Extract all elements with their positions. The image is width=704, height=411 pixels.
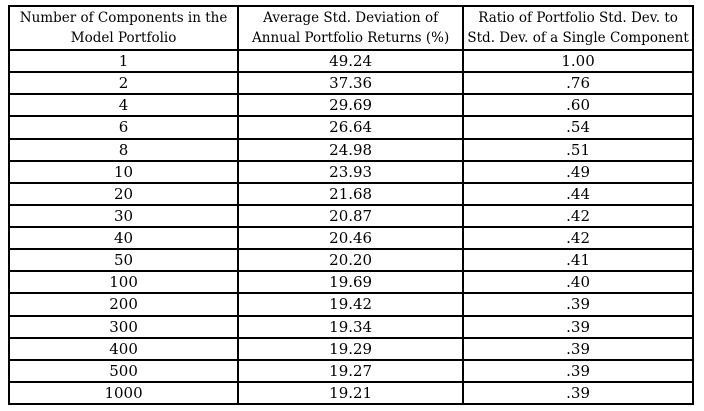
table-cell: 400 (7, 336, 240, 361)
header-row: Number of Components in the Model Portfo… (7, 5, 694, 51)
table-row: 100 19.69.40 (7, 270, 694, 295)
header-line: Number of Components in the (19, 10, 228, 26)
diversification-table-container: Number of Components in the Model Portfo… (7, 5, 694, 406)
table-cell: 20.46 (237, 225, 465, 251)
table-cell: 100 (7, 270, 240, 295)
table-cell: .39 (462, 380, 694, 406)
table-cell: 37.36 (237, 71, 465, 96)
table-cell: .51 (462, 137, 694, 162)
table-cell: 40 (7, 225, 240, 251)
table-row: 8 24.98.51 (7, 137, 694, 162)
header-line: Ratio of Portfolio Std. Dev. to (478, 10, 678, 26)
table-cell: 500 (7, 358, 240, 383)
table-row: 30 20.87.42 (7, 203, 694, 229)
col-header-avg-std-dev: Average Std. Deviation of Annual Portfol… (237, 5, 465, 51)
table-row: 1000 19.21.39 (7, 380, 694, 406)
table-row: 400 19.29.39 (7, 336, 694, 361)
table-cell: 49.24 (237, 48, 465, 74)
table-row: 500 19.27.39 (7, 358, 694, 383)
table-cell: 19.27 (237, 358, 465, 383)
table-cell: 24.98 (237, 137, 465, 162)
table-row: 2 37.36.76 (7, 71, 694, 96)
table-cell: 26.64 (237, 115, 465, 140)
table-cell: 300 (7, 314, 240, 339)
table-cell: 10 (7, 159, 240, 184)
table-cell: 30 (7, 203, 240, 229)
header-line: Model Portfolio (70, 30, 177, 46)
col-header-num-components: Number of Components in the Model Portfo… (7, 5, 240, 51)
table-cell: .60 (462, 93, 694, 118)
table-cell: .42 (462, 225, 694, 251)
table-cell: 21.68 (237, 181, 465, 206)
table-row: 10 23.93.49 (7, 159, 694, 184)
table-cell: 1 (7, 48, 240, 74)
table-cell: .39 (462, 314, 694, 339)
table-cell: 200 (7, 292, 240, 317)
table-cell: .40 (462, 270, 694, 295)
table-cell: 19.69 (237, 270, 465, 295)
table-cell: .39 (462, 358, 694, 383)
table-cell: 20 (7, 181, 240, 206)
table-row: 6 26.64.54 (7, 115, 694, 140)
table-cell: .41 (462, 248, 694, 273)
table-row: 20 21.68.44 (7, 181, 694, 206)
table-cell: 29.69 (237, 93, 465, 118)
table-cell: 8 (7, 137, 240, 162)
table-cell: 19.21 (237, 380, 465, 406)
table-row: 4 29.69.60 (7, 93, 694, 118)
table-body: 1 49.24 1.00 2 37.36.76 4 29.69.60 6 26.64.54 8 24… (7, 48, 694, 406)
table-cell: 23.93 (237, 159, 465, 184)
table-cell: 1000 (7, 380, 240, 406)
table-cell: 1.00 (462, 48, 694, 74)
table-cell: 19.29 (237, 336, 465, 361)
table-cell: .49 (462, 159, 694, 184)
table-cell: 50 (7, 248, 240, 273)
table-cell: .39 (462, 292, 694, 317)
table-cell: 4 (7, 93, 240, 118)
header-line: Std. Dev. of a Single Component (467, 30, 689, 46)
table-cell: 19.34 (237, 314, 465, 339)
table-cell: .39 (462, 336, 694, 361)
table-cell: .42 (462, 203, 694, 229)
col-header-ratio: Ratio of Portfolio Std. Dev. to Std. Dev… (462, 5, 694, 51)
table-cell: .44 (462, 181, 694, 206)
table-cell: .54 (462, 115, 694, 140)
header-line: Average Std. Deviation of (263, 10, 439, 26)
table-row: 50 20.20.41 (7, 248, 694, 273)
table-cell: 2 (7, 71, 240, 96)
table-row: 300 19.34.39 (7, 314, 694, 339)
table-row: 200 19.42.39 (7, 292, 694, 317)
table-cell: 19.42 (237, 292, 465, 317)
diversification-table: Number of Components in the Model Portfo… (7, 5, 694, 406)
header-line: Annual Portfolio Returns (%) (252, 30, 450, 46)
table-cell: 20.20 (237, 248, 465, 273)
table-cell: 6 (7, 115, 240, 140)
table-cell: 20.87 (237, 203, 465, 229)
table-row: 1 49.24 1.00 (7, 48, 694, 74)
table-row: 40 20.46.42 (7, 225, 694, 251)
table-cell: .76 (462, 71, 694, 96)
